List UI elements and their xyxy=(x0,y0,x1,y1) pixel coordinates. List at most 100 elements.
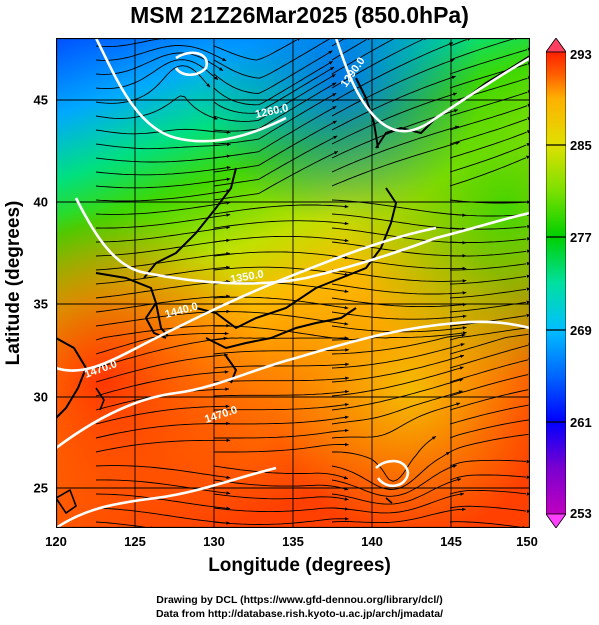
streamline-arrowhead xyxy=(454,109,458,113)
streamline-arrowhead xyxy=(462,507,466,512)
streamline xyxy=(449,199,527,204)
x-tick-label: 125 xyxy=(124,534,146,549)
streamline-arrowhead xyxy=(344,221,349,226)
x-axis-label: Longitude (degrees) xyxy=(208,555,391,576)
streamline-arrowhead xyxy=(344,306,349,310)
streamline xyxy=(95,371,229,397)
streamline-arrowhead xyxy=(343,475,348,480)
y-tick-label: 30 xyxy=(33,389,48,405)
streamline xyxy=(95,38,163,48)
streamline xyxy=(449,433,529,453)
credit-data: Data from http://database.rish.kyoto-u.a… xyxy=(155,608,444,620)
streamline xyxy=(449,49,528,75)
streamline xyxy=(331,141,460,187)
streamline-arrowhead xyxy=(226,252,230,256)
plot-frame xyxy=(56,38,530,528)
streamline-arrowhead xyxy=(332,93,337,97)
streamline xyxy=(331,283,467,295)
streamline xyxy=(213,337,349,341)
streamline-arrowhead xyxy=(462,241,467,245)
streamline xyxy=(449,326,530,341)
streamline xyxy=(213,390,349,397)
streamline-arrowhead xyxy=(214,76,218,80)
streamline xyxy=(213,518,349,525)
streamline xyxy=(449,359,529,383)
streamline-arrowhead xyxy=(345,336,349,341)
x-tick-label: 130 xyxy=(203,534,225,549)
streamline-arrowhead xyxy=(332,120,337,125)
colorbar-tick: 293 xyxy=(570,47,592,62)
streamline xyxy=(95,337,228,369)
streamline xyxy=(95,507,231,524)
streamline xyxy=(213,150,339,201)
streamline-arrowhead xyxy=(226,265,230,270)
streamline-arrowhead xyxy=(462,331,467,335)
streamline xyxy=(213,403,349,411)
streamline-arrowhead xyxy=(328,61,333,65)
streamline xyxy=(95,52,224,75)
x-tick-label: 135 xyxy=(282,534,304,549)
streamline xyxy=(449,157,527,187)
streamline-arrowhead xyxy=(452,92,457,96)
streamline-arrowhead xyxy=(345,442,349,447)
streamline xyxy=(213,493,349,501)
streamline-arrowhead xyxy=(461,333,466,337)
streamline xyxy=(449,489,527,495)
streamline xyxy=(331,42,454,103)
streamline xyxy=(331,38,395,75)
x-tick-label: 145 xyxy=(440,534,462,549)
streamline xyxy=(331,390,463,425)
streamline xyxy=(95,295,231,313)
streamline-arrowhead xyxy=(344,497,349,501)
streamline-arrowhead xyxy=(223,336,228,341)
streamline xyxy=(95,201,231,215)
streamline xyxy=(449,404,529,425)
streamline xyxy=(213,220,349,229)
streamline-arrowhead xyxy=(345,348,349,352)
streamline xyxy=(331,38,424,89)
streamline xyxy=(95,155,231,163)
streamline xyxy=(331,366,464,397)
streamline-arrowhead xyxy=(462,213,467,217)
streamline-arrowhead xyxy=(226,521,231,525)
streamline xyxy=(95,239,231,257)
streamline xyxy=(213,296,349,309)
streamline-arrowhead xyxy=(226,213,231,217)
streamline-arrowhead xyxy=(460,343,465,347)
streamline xyxy=(449,38,515,61)
chart-title: MSM 21Z26Mar2025 (850.0hPa) xyxy=(130,2,469,28)
streamline-arrowhead xyxy=(460,492,464,496)
streamline-arrowhead xyxy=(345,362,349,367)
streamline xyxy=(449,344,528,369)
streamline-arrowhead xyxy=(226,323,230,328)
x-tick-label: 140 xyxy=(361,534,383,549)
streamline-arrowhead xyxy=(344,238,349,243)
streamline xyxy=(331,354,465,383)
streamline-arrowhead xyxy=(226,421,230,426)
streamline-arrowhead xyxy=(328,50,333,55)
streamline-arrowhead xyxy=(462,326,467,330)
colorbar-tick: 285 xyxy=(570,138,592,153)
streamline-arrowhead xyxy=(460,354,464,358)
streamline-arrowhead xyxy=(226,475,231,480)
streamline xyxy=(449,91,528,117)
streamline-arrowhead xyxy=(455,141,460,145)
streamline-arrowhead xyxy=(344,255,349,260)
streamline xyxy=(95,479,231,494)
streamline-arrowhead xyxy=(224,353,228,357)
streamline xyxy=(95,465,231,479)
y-tick-label: 45 xyxy=(33,92,48,108)
streamline-arrowhead xyxy=(462,254,467,258)
streamline xyxy=(331,464,457,497)
streamline-arrowhead xyxy=(458,390,463,394)
streamline-arrowhead xyxy=(332,82,337,86)
streamline xyxy=(331,125,460,173)
streamline xyxy=(95,422,230,439)
streamline-arrowhead xyxy=(226,294,230,298)
streamline xyxy=(331,478,462,505)
streamline-arrowhead xyxy=(226,309,231,314)
streamline xyxy=(331,451,451,490)
streamline xyxy=(331,311,467,320)
streamline xyxy=(95,190,231,202)
